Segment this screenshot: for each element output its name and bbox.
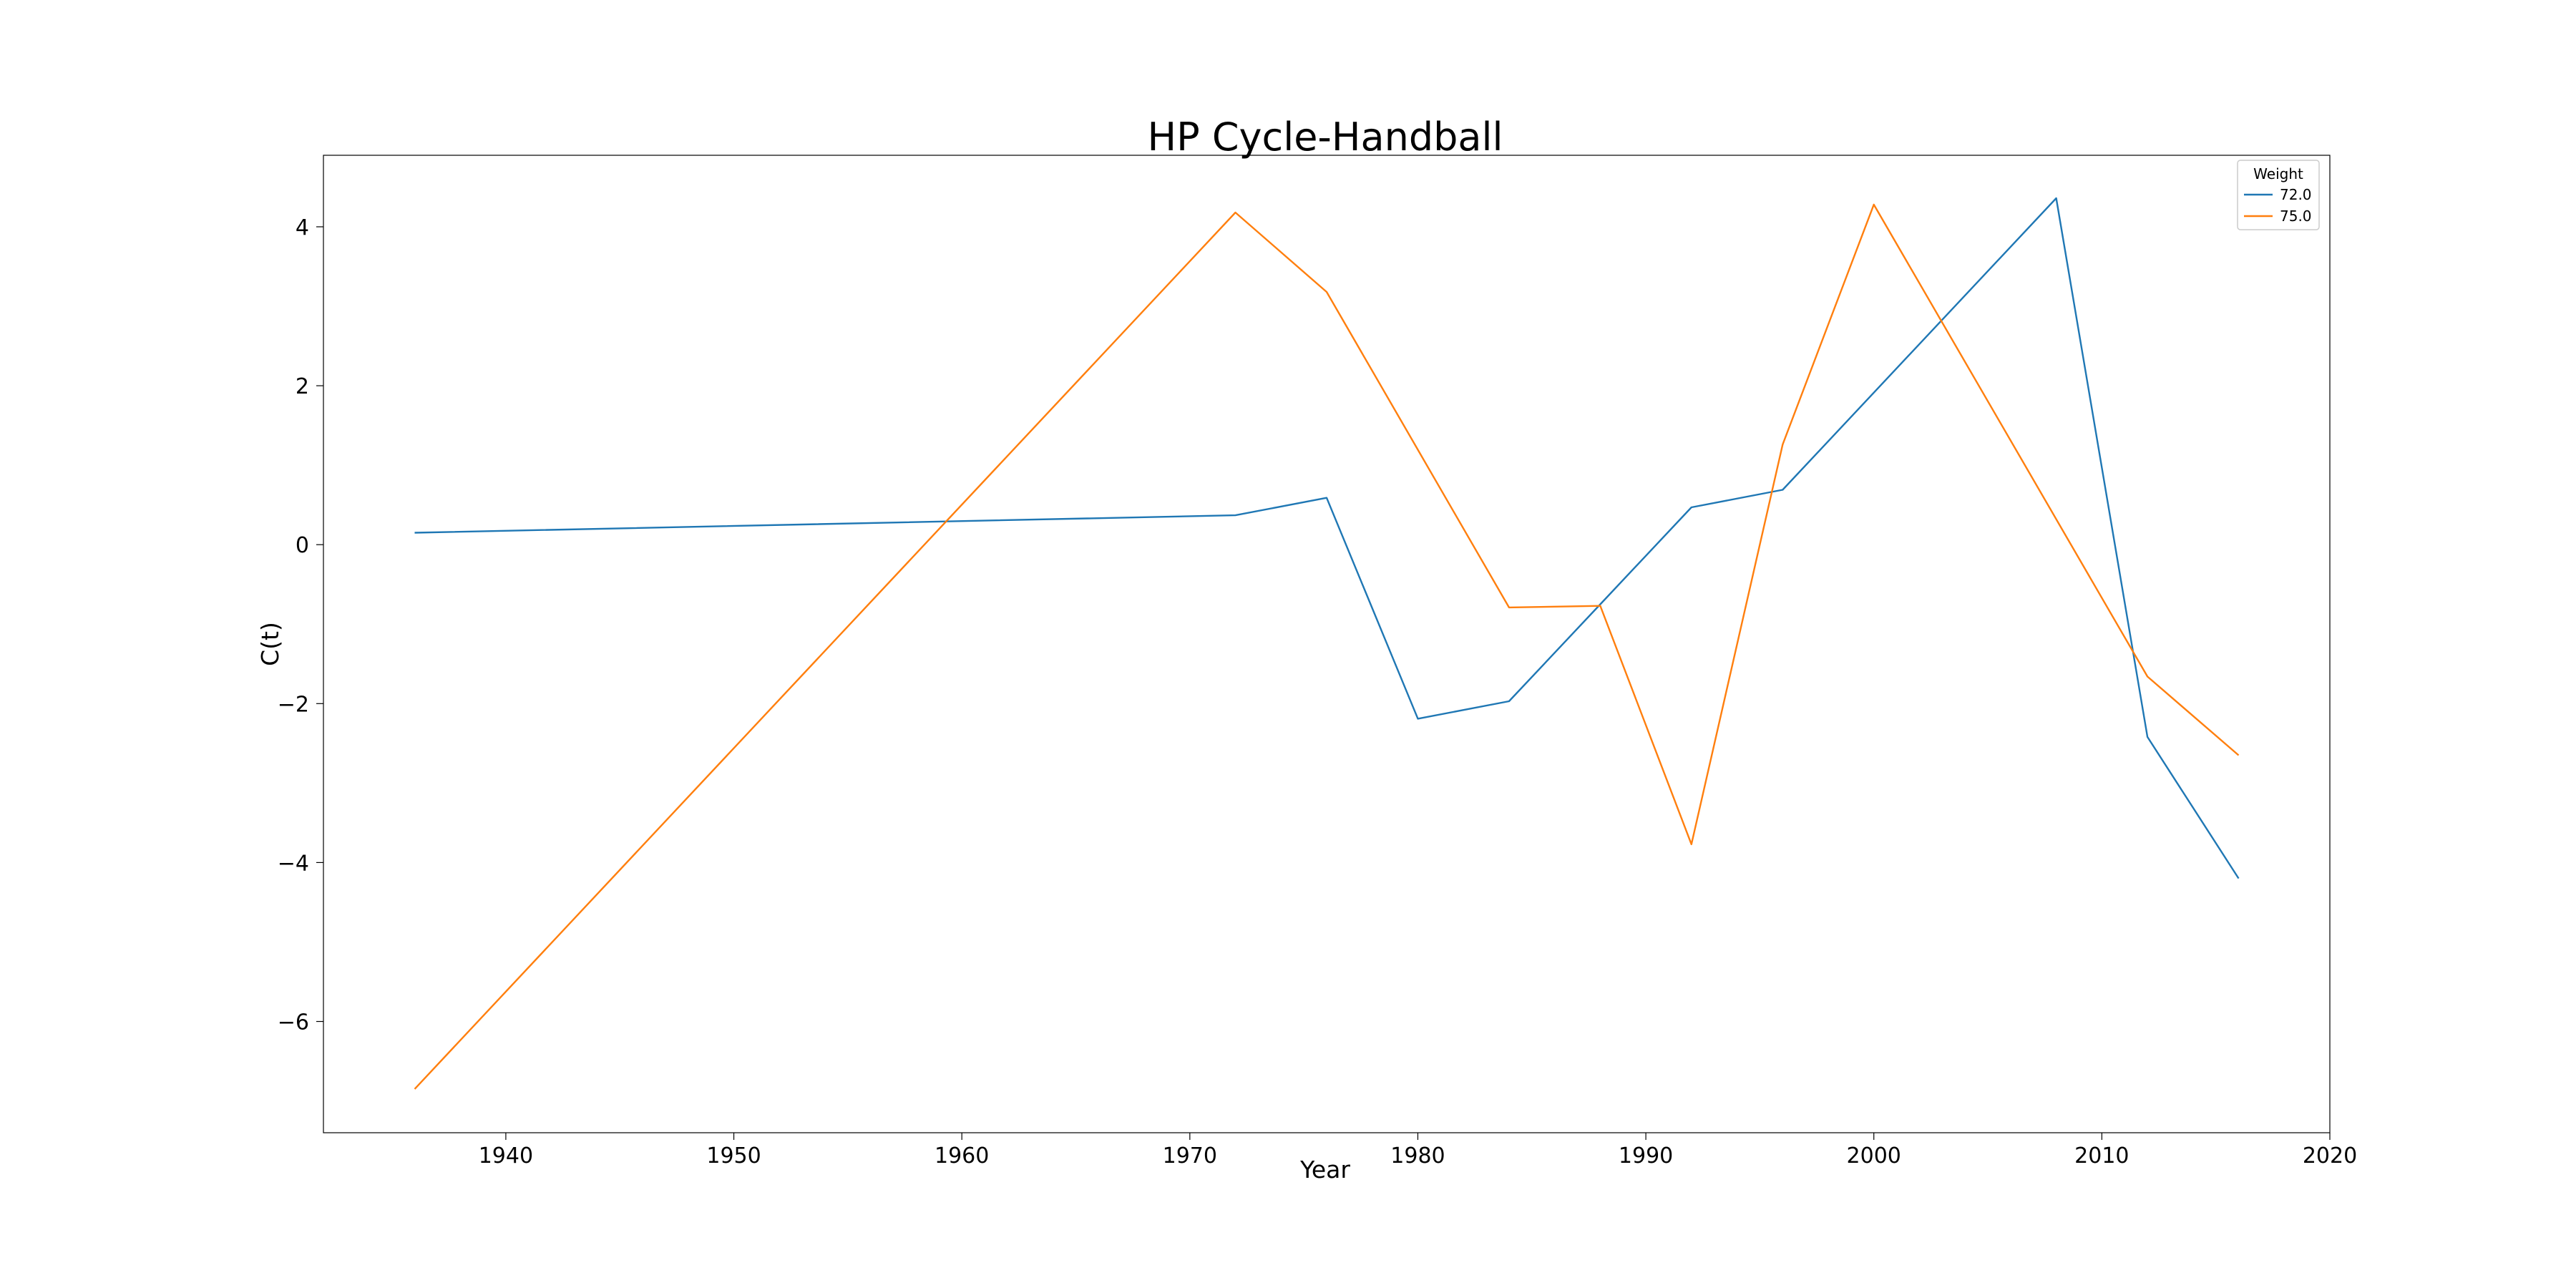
series-line-75-0	[414, 203, 2240, 1090]
x-tick-label: 1960	[935, 1143, 989, 1169]
chart-title: HP Cycle-Handball	[1148, 114, 1503, 160]
x-axis: 1940 1950 1960 1970 1980 1990 2000 2010 2020	[479, 1133, 2357, 1169]
y-tick-label: 0	[296, 533, 309, 558]
x-tick-label: 1940	[479, 1143, 533, 1169]
y-tick-label: −2	[278, 692, 309, 717]
x-tick-label: 2020	[2303, 1143, 2357, 1169]
legend-entries: 72.0 75.0	[2244, 186, 2312, 225]
legend-entry-label: 72.0	[2280, 186, 2312, 203]
legend-box	[2237, 160, 2320, 230]
x-tick-label: 1990	[1619, 1143, 1673, 1169]
legend-title: Weight	[2253, 165, 2303, 182]
series-line-72-0	[414, 197, 2240, 879]
legend-entry-label: 75.0	[2280, 208, 2312, 225]
y-axis-label: C(t)	[256, 622, 284, 666]
y-tick-label: 4	[296, 215, 309, 240]
y-tick-label: −6	[278, 1010, 309, 1035]
x-tick-label: 1980	[1390, 1143, 1445, 1169]
x-tick-label: 2010	[2074, 1143, 2129, 1169]
x-tick-label: 1970	[1163, 1143, 1217, 1169]
legend: Weight 72.0 75.0	[2237, 160, 2320, 230]
series-layer	[414, 197, 2240, 1090]
plot-frame	[323, 155, 2331, 1133]
y-tick-label: −4	[278, 851, 309, 876]
y-axis: −6 −4 −2 0 2 4	[278, 215, 323, 1035]
x-tick-label: 2000	[1847, 1143, 1901, 1169]
x-axis-label: Year	[1299, 1156, 1350, 1184]
x-tick-label: 1950	[706, 1143, 761, 1169]
y-tick-label: 2	[296, 374, 309, 399]
